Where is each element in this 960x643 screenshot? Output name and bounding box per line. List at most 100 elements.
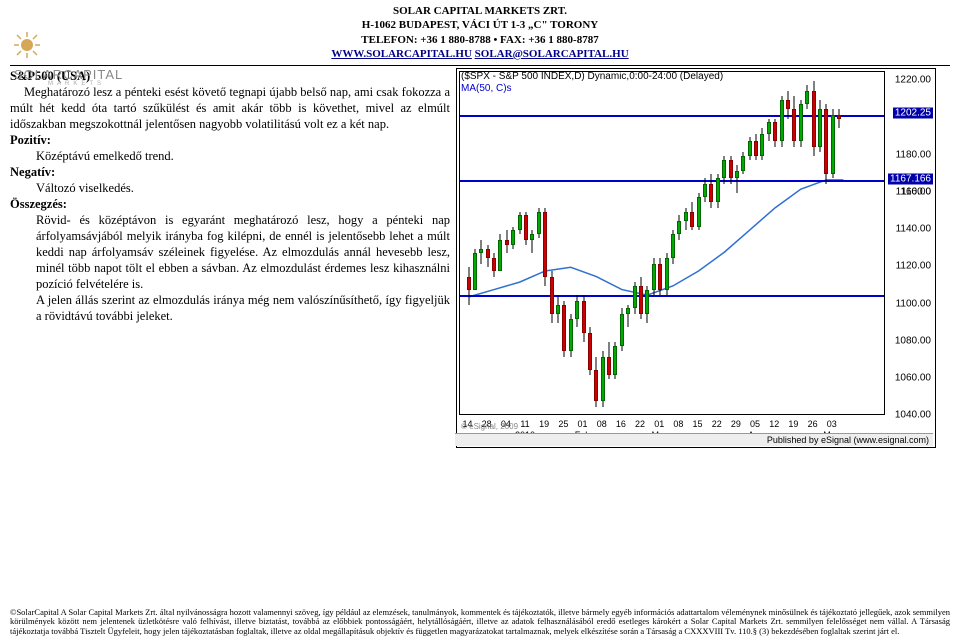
candle [492,72,496,416]
candle [684,72,688,416]
positive-text: Középtávú emelkedő trend. [36,148,450,164]
candle [511,72,515,416]
candle [562,72,566,416]
candle [537,72,541,416]
candle [697,72,701,416]
candle [818,72,822,416]
candle [613,72,617,416]
disclaimer-footer: ©SolarCapital A Solar Capital Markets Zr… [10,608,950,637]
x-tick: 29 [731,419,741,429]
x-tick: 08 [673,419,683,429]
candle [550,72,554,416]
x-tick: 22 [712,419,722,429]
candle [639,72,643,416]
candle [780,72,784,416]
candle [652,72,656,416]
candle [530,72,534,416]
header-email-link[interactable]: SOLAR@SOLARCAPITAL.HU [475,48,629,60]
candle [716,72,720,416]
disclaimer-text: ©SolarCapital A Solar Capital Markets Zr… [10,607,950,637]
candle [588,72,592,416]
x-tick: 16 [616,419,626,429]
candle [607,72,611,416]
price-marker: 1202.25 [893,108,933,119]
summary-label: Összegzés: [10,196,450,212]
candle [467,72,471,416]
candle [620,72,624,416]
candle [837,72,841,416]
candle [658,72,662,416]
price-marker: 1167.166 [888,173,933,184]
header-company: SOLAR CAPITAL MARKETS ZRT. [0,4,960,18]
candle [824,72,828,416]
analysis-intro: Meghatározó lesz a pénteki esést követő … [10,84,450,132]
x-tick: 08 [597,419,607,429]
candle [518,72,522,416]
company-logo: SOLARCAPITAL MARKETS [12,30,152,60]
y-tick: 1080.00 [895,335,931,346]
analysis-column: S&P500 (USA) Meghatározó lesz a pénteki … [10,68,450,448]
y-axis: 1040.001060.001080.001100.001120.001140.… [887,69,933,415]
candle [760,72,764,416]
candle [741,72,745,416]
sun-icon [12,30,42,60]
candle [677,72,681,416]
candle [498,72,502,416]
x-axis: 1428041119250108162201081522290512192603… [459,415,885,429]
candle [792,72,796,416]
x-tick: 25 [558,419,568,429]
negative-text: Változó viselkedés. [36,180,450,196]
y-tick: 1100.00 [896,298,931,309]
negative-label: Negatív: [10,164,450,180]
candle [703,72,707,416]
price-marker: 1160.0 [901,187,931,198]
candle [633,72,637,416]
x-tick: 19 [788,419,798,429]
x-tick: 01 [578,419,588,429]
candle [799,72,803,416]
y-tick: 1040.00 [895,410,931,421]
chart-published: Published by eSignal (www.esignal.com) [455,433,933,446]
candle [569,72,573,416]
y-tick: 1220.00 [895,75,931,86]
header-web-link[interactable]: WWW.SOLARCAPITAL.HU [331,48,472,60]
chart-copyright: © eSignal, 2009 [461,422,518,431]
x-tick: 03 [827,419,837,429]
y-tick: 1060.00 [895,372,931,383]
candle [665,72,669,416]
x-tick: 22 [635,419,645,429]
x-tick: 19 [539,419,549,429]
candle [601,72,605,416]
positive-label: Pozitív: [10,132,450,148]
candle [556,72,560,416]
x-tick: 26 [808,419,818,429]
y-tick: 1120.00 [896,261,931,272]
candle [645,72,649,416]
candle [486,72,490,416]
x-tick: 01 [654,419,664,429]
x-tick: 15 [693,419,703,429]
candle [709,72,713,416]
candle [748,72,752,416]
candle [805,72,809,416]
y-tick: 1180.00 [896,149,931,160]
candle [473,72,477,416]
candle [543,72,547,416]
y-tick: 1140.00 [896,224,931,235]
logo-subtitle: MARKETS [48,81,152,87]
candle [479,72,483,416]
candle [594,72,598,416]
candle [729,72,733,416]
candle [754,72,758,416]
candle [505,72,509,416]
candle [690,72,694,416]
chart-plot-area [459,71,885,415]
candle [722,72,726,416]
candle [524,72,528,416]
candle [575,72,579,416]
candle [767,72,771,416]
candle [582,72,586,416]
candle [773,72,777,416]
price-chart: ($SPX - S&P 500 INDEX,D) Dynamic,0:00-24… [456,68,936,448]
candle [831,72,835,416]
